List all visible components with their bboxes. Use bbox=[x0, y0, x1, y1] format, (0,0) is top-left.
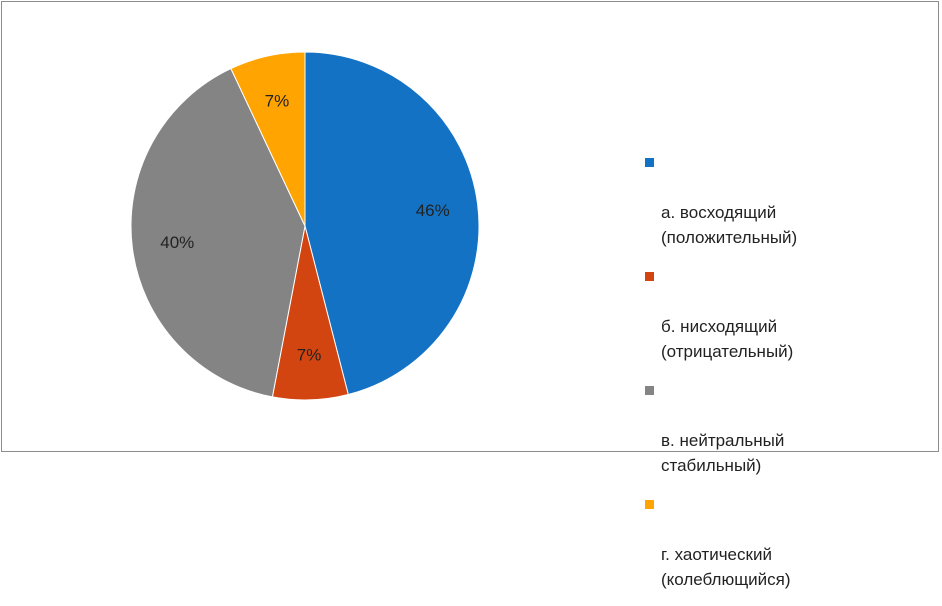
legend-swatch bbox=[645, 272, 654, 281]
pie-chart: 46% 7% 40% 7% bbox=[130, 51, 480, 401]
legend-label: г. хаотический (колеблющийся) bbox=[661, 545, 791, 589]
slice-value-label: 40% bbox=[160, 233, 194, 252]
slice-khaoticheskiy bbox=[230, 51, 306, 227]
slice-value-label: 7% bbox=[297, 346, 322, 365]
legend-item-voskhodyashchiy: а. восходящий (положительный) bbox=[645, 150, 925, 250]
legend-label: б. нисходящий (отрицательный) bbox=[661, 317, 794, 361]
slice-neytralnyy bbox=[130, 67, 306, 398]
legend-swatch bbox=[645, 158, 654, 167]
legend-item-niskhodyashchiy: б. нисходящий (отрицательный) bbox=[645, 264, 925, 364]
slice-value-label: 7% bbox=[265, 91, 290, 110]
legend-swatch bbox=[645, 500, 654, 509]
legend-item-neytralnyy: в. нейтральный стабильный) bbox=[645, 378, 925, 478]
legend: а. восходящий (положительный) б. нисходя… bbox=[645, 150, 925, 606]
legend-label: в. нейтральный стабильный) bbox=[661, 431, 785, 475]
legend-swatch bbox=[645, 386, 654, 395]
legend-label: а. восходящий (положительный) bbox=[661, 203, 798, 247]
slice-voskhodyashchiy bbox=[304, 51, 480, 396]
slice-value-label: 46% bbox=[416, 201, 450, 220]
legend-item-khaoticheskiy: г. хаотический (колеблющийся) bbox=[645, 492, 925, 592]
